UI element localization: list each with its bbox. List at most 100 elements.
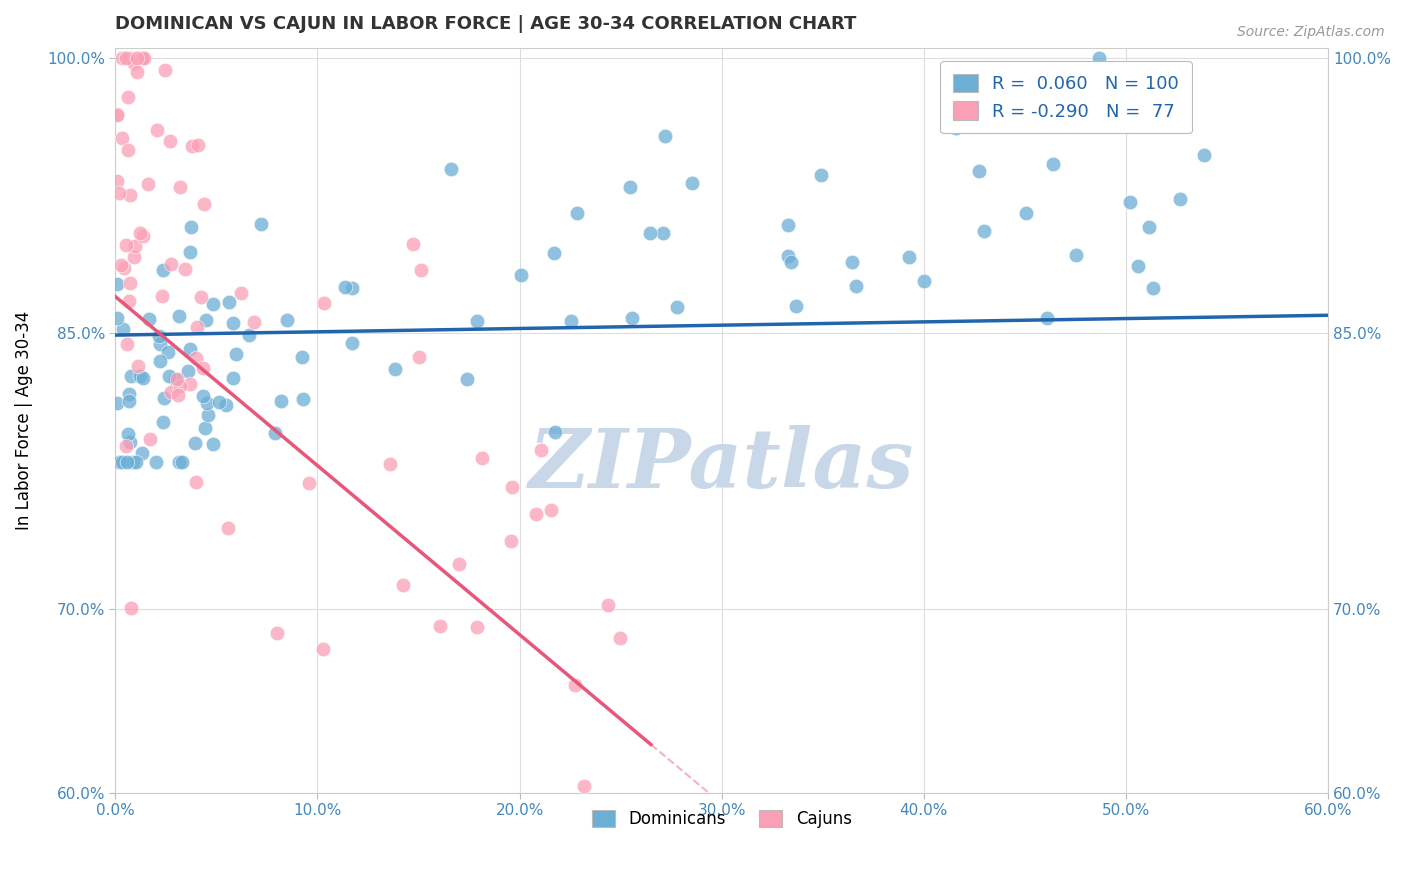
Point — [202, 296, 225, 310]
Point — [120, 601, 142, 615]
Point — [108, 186, 131, 200]
Point — [195, 313, 218, 327]
Point — [115, 337, 138, 351]
Point — [898, 250, 921, 264]
Point — [121, 368, 143, 383]
Point — [110, 259, 132, 273]
Point — [167, 388, 190, 402]
Point — [408, 350, 430, 364]
Point — [179, 342, 201, 356]
Point — [340, 336, 363, 351]
Point — [225, 347, 247, 361]
Point — [1168, 192, 1191, 206]
Point — [530, 442, 553, 457]
Point — [467, 314, 489, 328]
Point — [780, 255, 803, 269]
Point — [1119, 195, 1142, 210]
Point — [292, 392, 315, 406]
Point — [153, 391, 176, 405]
Point — [510, 268, 533, 283]
Point — [131, 446, 153, 460]
Point — [146, 123, 169, 137]
Point — [270, 394, 292, 409]
Point — [118, 394, 141, 409]
Point — [335, 280, 357, 294]
Point — [471, 450, 494, 465]
Point — [179, 376, 201, 391]
Point — [912, 274, 935, 288]
Point — [778, 218, 800, 232]
Point — [666, 300, 689, 314]
Point — [105, 106, 128, 120]
Point — [187, 138, 209, 153]
Point — [112, 261, 135, 276]
Point — [778, 249, 800, 263]
Point — [122, 56, 145, 70]
Point — [222, 371, 245, 385]
Point — [429, 618, 451, 632]
Point — [231, 285, 253, 300]
Point — [1142, 281, 1164, 295]
Point — [1042, 157, 1064, 171]
Point — [191, 361, 214, 376]
Point — [159, 134, 181, 148]
Point — [312, 642, 335, 657]
Point — [298, 476, 321, 491]
Point — [149, 337, 172, 351]
Point — [180, 220, 202, 235]
Point — [201, 437, 224, 451]
Point — [105, 174, 128, 188]
Point — [115, 439, 138, 453]
Point — [118, 51, 141, 65]
Point — [124, 238, 146, 252]
Point — [340, 281, 363, 295]
Point — [125, 455, 148, 469]
Point — [115, 455, 138, 469]
Point — [131, 51, 153, 65]
Point — [217, 520, 239, 534]
Point — [619, 180, 641, 194]
Point — [263, 425, 285, 440]
Point — [150, 289, 173, 303]
Point — [169, 180, 191, 194]
Point — [291, 350, 314, 364]
Point — [117, 427, 139, 442]
Point — [243, 315, 266, 329]
Text: Source: ZipAtlas.com: Source: ZipAtlas.com — [1237, 25, 1385, 39]
Point — [945, 120, 967, 135]
Point — [117, 387, 139, 401]
Point — [191, 388, 214, 402]
Point — [138, 311, 160, 326]
Point — [1173, 113, 1195, 128]
Point — [105, 310, 128, 325]
Point — [186, 319, 208, 334]
Point — [122, 250, 145, 264]
Point — [153, 62, 176, 77]
Point — [973, 224, 995, 238]
Point — [160, 257, 183, 271]
Point — [169, 310, 191, 324]
Point — [170, 455, 193, 469]
Point — [120, 277, 142, 291]
Point — [215, 398, 238, 412]
Text: DOMINICAN VS CAJUN IN LABOR FORCE | AGE 30-34 CORRELATION CHART: DOMINICAN VS CAJUN IN LABOR FORCE | AGE … — [115, 15, 856, 33]
Point — [967, 163, 990, 178]
Point — [1064, 248, 1087, 262]
Legend: Dominicans, Cajuns: Dominicans, Cajuns — [583, 802, 860, 837]
Point — [111, 51, 134, 65]
Point — [115, 237, 138, 252]
Point — [132, 371, 155, 385]
Point — [652, 226, 675, 240]
Point — [134, 51, 156, 65]
Point — [180, 138, 202, 153]
Point — [402, 237, 425, 252]
Point — [609, 631, 631, 645]
Point — [166, 372, 188, 386]
Point — [117, 143, 139, 157]
Point — [440, 162, 463, 177]
Point — [544, 425, 567, 439]
Point — [638, 226, 661, 240]
Point — [177, 364, 200, 378]
Point — [148, 329, 170, 343]
Point — [157, 368, 180, 383]
